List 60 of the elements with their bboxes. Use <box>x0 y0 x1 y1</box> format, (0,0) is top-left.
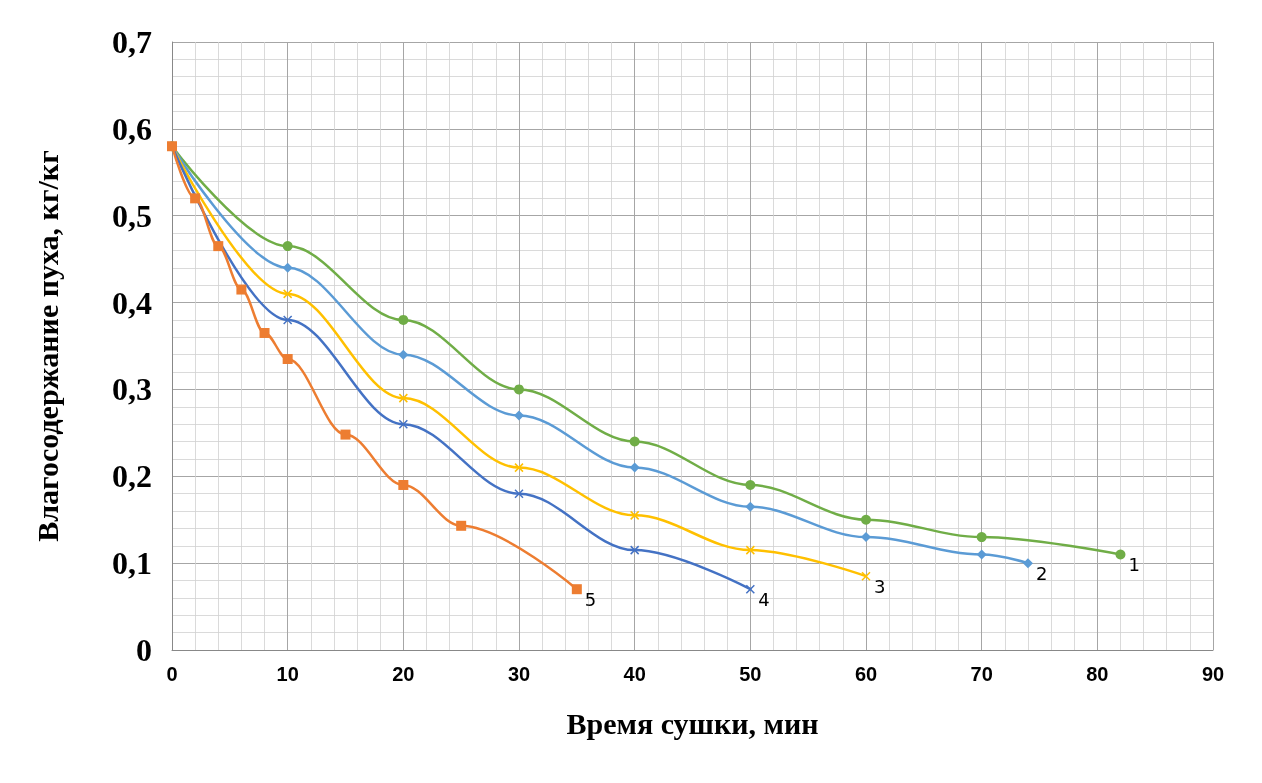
point <box>629 462 640 473</box>
point <box>282 241 293 252</box>
x-tick-label: 50 <box>739 663 762 685</box>
point <box>340 429 351 440</box>
series-label: 2 <box>1035 562 1048 584</box>
point <box>282 262 293 273</box>
point <box>629 436 640 447</box>
point <box>456 520 467 531</box>
y-tick-label: 0,3 <box>112 371 152 408</box>
point <box>861 514 871 525</box>
x-tick-label: 60 <box>854 663 878 685</box>
point <box>745 545 756 555</box>
series-label: 1 <box>1128 553 1140 575</box>
point <box>629 545 640 555</box>
point <box>629 510 640 521</box>
x-tick-label: 0 <box>166 663 178 685</box>
point <box>398 393 409 403</box>
point <box>259 327 270 338</box>
y-tick-label: 0,2 <box>112 458 152 495</box>
y-axis-title: Влагосодержание пуха, кг/кг <box>30 150 64 542</box>
y-tick-label: 0,5 <box>112 197 152 234</box>
series-label: 4 <box>758 588 770 610</box>
x-tick-label: 40 <box>623 663 646 685</box>
y-tick-label: 0,6 <box>112 110 152 147</box>
y-tick-label: 0,7 <box>112 24 152 60</box>
point <box>976 549 987 560</box>
point <box>398 349 409 360</box>
point <box>514 410 524 421</box>
point <box>282 315 293 325</box>
point <box>1022 558 1033 569</box>
x-tick-label: 30 <box>507 663 531 685</box>
point <box>745 479 756 490</box>
x-tick-label: 20 <box>392 663 415 685</box>
series-label: 5 <box>584 588 597 610</box>
point <box>976 532 987 543</box>
y-tick-label: 0,4 <box>112 284 152 321</box>
point <box>398 479 409 490</box>
point <box>861 532 871 543</box>
point <box>571 584 582 595</box>
point <box>190 193 201 204</box>
series-label: 3 <box>874 575 886 597</box>
point <box>514 462 524 473</box>
point <box>745 501 756 512</box>
point <box>213 241 224 252</box>
point <box>514 384 524 395</box>
point <box>745 584 756 594</box>
point <box>236 284 247 295</box>
point <box>1115 549 1126 560</box>
x-tick-label: 70 <box>970 663 993 685</box>
point <box>861 571 871 581</box>
x-tick-label: 90 <box>1201 663 1225 685</box>
point <box>282 354 293 365</box>
point <box>282 289 293 299</box>
y-tick-label: 0,1 <box>112 545 152 582</box>
x-tick-label: 10 <box>276 663 299 685</box>
point <box>514 488 524 499</box>
point <box>398 419 409 429</box>
x-tick-label: 80 <box>1086 663 1109 685</box>
x-axis-title: Время сушки, мин <box>566 706 819 740</box>
point <box>398 314 409 325</box>
